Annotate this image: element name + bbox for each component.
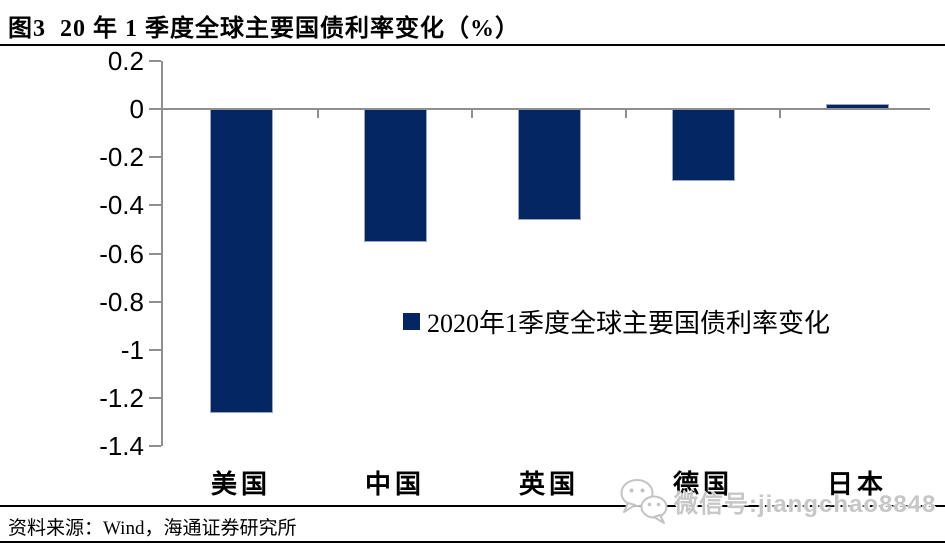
watermark-text: 微信号:jiangchao8848 [674, 490, 937, 518]
y-axis-tick-mark [149, 252, 161, 255]
category-label-美国: 美国 [210, 470, 271, 499]
y-axis-tick-mark [149, 108, 161, 110]
y-axis-tick-label: -1.2 [99, 383, 144, 414]
category-label-英国: 英国 [518, 470, 579, 499]
footer-divider [0, 505, 945, 507]
y-axis-tick-mark [149, 204, 161, 207]
y-axis-tick-mark [149, 445, 161, 448]
category-label-德国: 德国 [672, 470, 733, 499]
y-axis-tick-mark [149, 349, 161, 351]
watermark: 微信号:jiangchao8848 [616, 476, 936, 526]
source-note: 资料来源：Wind，海通证券研究所 [8, 518, 297, 539]
y-axis-tick-mark [149, 397, 161, 400]
bottom-border [0, 541, 945, 543]
category-label-日本: 日本 [826, 470, 887, 499]
legend-swatch [403, 313, 420, 330]
x-axis-zero-line [161, 108, 930, 110]
x-axis-tick-mark [471, 109, 473, 118]
y-axis-tick-mark [149, 300, 161, 303]
wechat-icon [620, 479, 668, 524]
y-axis-tick-label: 0.2 [107, 45, 144, 76]
bar-德国 [671, 109, 735, 182]
x-axis-tick-mark [779, 109, 781, 118]
y-axis-tick-label: -0.6 [99, 238, 144, 269]
y-axis-tick-label: -0.8 [99, 286, 144, 317]
y-axis-tick-label: -0.2 [99, 142, 144, 173]
bar-中国 [363, 109, 427, 242]
x-axis-tick-mark [317, 109, 319, 118]
y-axis-tick-label: -1.4 [99, 431, 144, 462]
category-label-中国: 中国 [364, 470, 425, 499]
y-axis-tick-mark [149, 59, 161, 62]
title-divider [0, 44, 945, 46]
x-axis-tick-mark [625, 109, 627, 118]
y-axis-tick-label: 0 [129, 94, 144, 124]
y-axis-tick-label: -0.4 [99, 190, 144, 221]
bar-英国 [517, 109, 581, 220]
legend-label: 2020年1季度全球主要国债利率变化 [427, 309, 831, 338]
y-axis-line [161, 60, 163, 447]
bar-美国 [209, 109, 273, 413]
y-axis-tick-label: -1 [120, 335, 144, 365]
figure-title: 图3 20 年 1 季度全球主要国债利率变化（%） [8, 16, 520, 42]
chart-legend: 2020年1季度全球主要国债利率变化 [403, 303, 830, 340]
y-axis-tick-mark [149, 156, 161, 159]
